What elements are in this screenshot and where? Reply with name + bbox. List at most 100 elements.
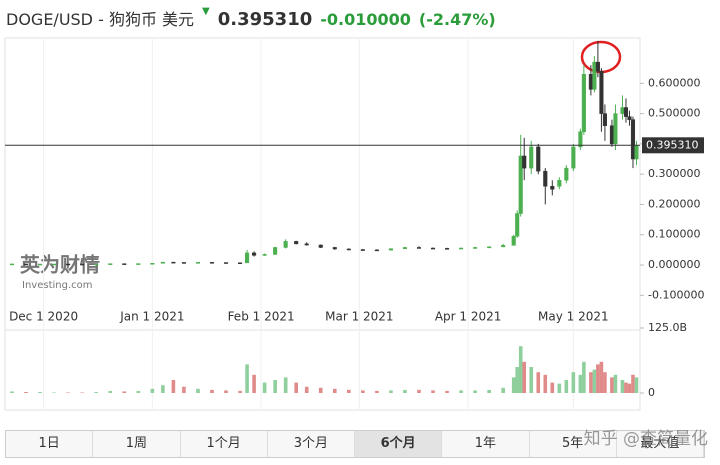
y-tick-label: -0.100000 bbox=[648, 288, 704, 301]
header: DOGE/USD - 狗狗币 美元 ▼ 0.395310 -0.010000 (-2.4… bbox=[6, 6, 504, 30]
candle-body bbox=[522, 155, 527, 169]
candle-body bbox=[171, 261, 176, 264]
candle-body bbox=[150, 263, 155, 265]
volume-bar bbox=[294, 382, 298, 393]
candle-body bbox=[252, 252, 257, 256]
volume-bar bbox=[610, 377, 614, 393]
candle-body bbox=[557, 179, 562, 187]
y-tick-label: 0.600000 bbox=[648, 76, 701, 89]
volume-bar bbox=[403, 389, 407, 393]
volume-bar bbox=[94, 391, 99, 393]
volume-bar bbox=[529, 367, 534, 393]
range-button[interactable]: 1日 bbox=[6, 431, 94, 457]
candle-body bbox=[416, 247, 422, 249]
volume-bar bbox=[417, 389, 421, 393]
candle-body bbox=[430, 247, 436, 250]
candle-body bbox=[620, 107, 625, 114]
y-tick-label: 0.200000 bbox=[648, 197, 701, 210]
volume-bar bbox=[52, 392, 56, 393]
candle-body bbox=[402, 247, 407, 249]
volume-bar bbox=[511, 377, 516, 393]
volume-bar bbox=[182, 386, 186, 393]
volume-bar bbox=[487, 389, 491, 393]
range-button[interactable]: 1个月 bbox=[180, 431, 268, 457]
range-buttons: 1日 1周 1个月 3个月 6个月 1年 5年 最大值 bbox=[5, 430, 705, 458]
volume-bar bbox=[459, 390, 463, 393]
watermark: 知乎 @查简量化 bbox=[583, 429, 708, 449]
volume-bar bbox=[582, 361, 586, 393]
x-tick-label: Feb 1 2021 bbox=[228, 310, 295, 324]
candle-body bbox=[273, 247, 278, 255]
range-button[interactable]: 1周 bbox=[93, 431, 181, 457]
volume-bar bbox=[501, 387, 505, 393]
candle-body bbox=[294, 241, 299, 245]
logo-name: 英为财情 bbox=[20, 253, 100, 277]
candle-body bbox=[346, 248, 351, 251]
candle-body bbox=[160, 261, 165, 264]
candle-body bbox=[473, 247, 478, 249]
candle-body bbox=[588, 73, 593, 90]
y-tick-label: 0.500000 bbox=[648, 107, 701, 120]
last-price-label: 0.395310 bbox=[646, 138, 699, 151]
candle-body bbox=[571, 146, 576, 169]
volume-bar bbox=[599, 361, 604, 393]
range-button[interactable]: 5年 bbox=[529, 431, 617, 457]
candle-body bbox=[550, 186, 555, 190]
candle-body bbox=[374, 249, 379, 252]
volume-bar bbox=[571, 372, 576, 393]
change: -0.010000 bbox=[320, 10, 411, 29]
volume-bar bbox=[66, 392, 70, 393]
volume-bar bbox=[543, 374, 548, 393]
candle-body bbox=[304, 243, 309, 246]
volume-bar bbox=[245, 364, 249, 393]
volume-bar bbox=[631, 374, 635, 393]
y-tick-label: 0.300000 bbox=[648, 167, 701, 180]
candle-body bbox=[108, 263, 113, 265]
y-tick-label: 0.100000 bbox=[648, 228, 701, 241]
range-button[interactable]: 1年 bbox=[442, 431, 530, 457]
volume-bar bbox=[603, 372, 607, 393]
volume-bar bbox=[24, 391, 28, 393]
volume-bar bbox=[627, 383, 632, 393]
candle-body bbox=[262, 254, 267, 256]
candle-body bbox=[518, 155, 523, 214]
volume-bar bbox=[557, 383, 562, 393]
candle-body bbox=[52, 263, 57, 266]
volume-bar bbox=[332, 388, 337, 393]
volume-bar bbox=[564, 380, 569, 393]
candle-body bbox=[515, 213, 520, 237]
candle-body bbox=[23, 263, 29, 266]
candle-body bbox=[602, 113, 607, 126]
candle-body bbox=[94, 263, 99, 266]
candle-body bbox=[592, 61, 597, 90]
candle-body bbox=[634, 145, 639, 160]
volume-bar bbox=[318, 387, 323, 393]
y2-tick-label: 125.0B bbox=[648, 321, 687, 334]
candle-body bbox=[38, 263, 43, 266]
change-pct: (-2.47%) bbox=[418, 10, 496, 29]
price: 0.395310 bbox=[217, 9, 313, 30]
candle-body bbox=[66, 263, 71, 266]
candle-body bbox=[459, 247, 464, 250]
volume-bar bbox=[375, 390, 379, 393]
title: DOGE/USD - 狗狗币 美元 bbox=[6, 10, 195, 29]
candle-body bbox=[511, 236, 516, 246]
candle-body bbox=[487, 246, 492, 249]
x-tick-label: Apr 1 2021 bbox=[435, 310, 502, 324]
candle-body bbox=[223, 262, 229, 264]
range-button[interactable]: 最大值 bbox=[616, 431, 704, 457]
volume-bar bbox=[445, 390, 449, 393]
candle-body bbox=[9, 263, 15, 266]
volume-bar bbox=[613, 374, 618, 393]
candle-body bbox=[536, 146, 541, 172]
volume-bar bbox=[224, 390, 228, 393]
range-button[interactable]: 6个月 bbox=[355, 431, 443, 457]
volume-bar bbox=[347, 389, 351, 393]
volume-bar bbox=[161, 385, 165, 393]
y-tick-label: 0.000000 bbox=[648, 258, 701, 271]
volume-bar bbox=[238, 390, 242, 393]
candle-body bbox=[195, 262, 201, 264]
candle-body bbox=[444, 248, 450, 250]
volume-bar bbox=[515, 367, 520, 393]
range-button[interactable]: 3个月 bbox=[267, 431, 355, 457]
